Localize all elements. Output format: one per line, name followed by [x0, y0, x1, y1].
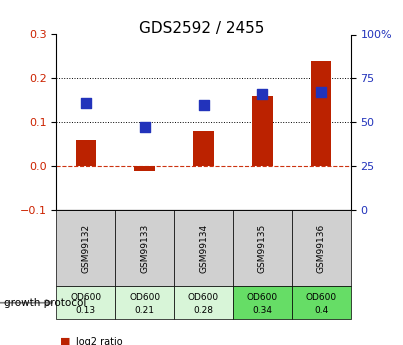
- Text: GSM99134: GSM99134: [199, 224, 208, 273]
- Point: [259, 91, 266, 97]
- Bar: [233, 286, 292, 319]
- Text: GDS2592 / 2455: GDS2592 / 2455: [139, 21, 264, 36]
- Bar: [252, 96, 273, 166]
- Bar: [292, 286, 351, 319]
- Bar: [311, 61, 332, 166]
- Text: OD600: OD600: [129, 293, 160, 302]
- Text: 0.4: 0.4: [314, 306, 328, 315]
- Text: 0.34: 0.34: [252, 306, 272, 315]
- Bar: [56, 286, 115, 319]
- Text: growth protocol: growth protocol: [4, 298, 86, 308]
- Text: log2 ratio: log2 ratio: [76, 337, 123, 345]
- Bar: [115, 210, 174, 286]
- Text: OD600: OD600: [70, 293, 102, 302]
- Bar: [174, 210, 233, 286]
- Bar: [193, 131, 214, 166]
- Text: 0.28: 0.28: [193, 306, 214, 315]
- Bar: [115, 286, 174, 319]
- Text: OD600: OD600: [305, 293, 337, 302]
- Text: GSM99135: GSM99135: [258, 224, 267, 273]
- Text: GSM99133: GSM99133: [140, 224, 149, 273]
- Bar: [292, 210, 351, 286]
- Point: [83, 100, 89, 106]
- Point: [318, 89, 324, 95]
- Bar: [134, 166, 155, 171]
- Text: GSM99136: GSM99136: [317, 224, 326, 273]
- Bar: [233, 210, 292, 286]
- Text: 0.13: 0.13: [76, 306, 96, 315]
- Text: ■: ■: [60, 337, 71, 345]
- Point: [141, 124, 148, 130]
- Bar: [174, 286, 233, 319]
- Text: OD600: OD600: [247, 293, 278, 302]
- Text: 0.21: 0.21: [135, 306, 155, 315]
- Bar: [56, 210, 115, 286]
- Point: [200, 102, 207, 108]
- Text: GSM99132: GSM99132: [81, 224, 90, 273]
- Text: OD600: OD600: [188, 293, 219, 302]
- Bar: [75, 140, 96, 166]
